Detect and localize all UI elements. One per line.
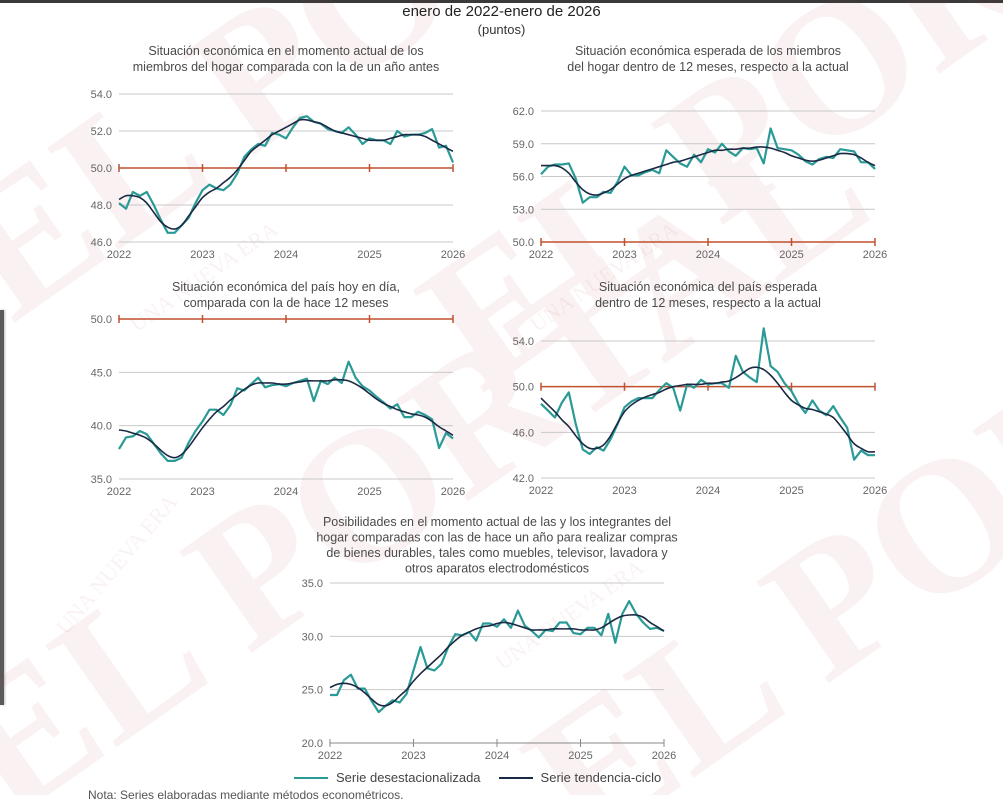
- y-tick-label: 46.0: [513, 427, 534, 439]
- figure-subtitle: (puntos): [477, 22, 526, 37]
- x-tick-label: 2025: [357, 486, 381, 498]
- y-tick-label: 45.0: [91, 367, 112, 379]
- x-tick-label: 2022: [529, 485, 553, 497]
- chart-title: miembros del hogar comparada con la de u…: [133, 60, 439, 74]
- x-tick-label: 2024: [274, 249, 298, 261]
- y-tick-label: 62.0: [513, 106, 534, 118]
- chart-title: Situación económica en el momento actual…: [148, 44, 423, 58]
- series-tendencia-ciclo: [118, 118, 454, 230]
- chart-title: del hogar dentro de 12 meses, respecto a…: [567, 60, 848, 74]
- y-tick-label: 50.0: [513, 382, 534, 394]
- y-tick-label: 25.0: [302, 685, 323, 697]
- series-tendencia-ciclo: [541, 146, 876, 196]
- x-tick-label: 2023: [401, 750, 425, 762]
- y-tick-label: 40.0: [91, 421, 112, 433]
- chart-title: Posibilidades en el momento actual de la…: [323, 515, 671, 529]
- x-tick-label: 2024: [274, 486, 298, 498]
- y-tick-label: 50.0: [91, 163, 112, 175]
- chart-title: Situación económica del país esperada: [599, 280, 817, 294]
- footnote: Nota: Series elaboradas mediante métodos…: [88, 788, 404, 802]
- x-tick-label: 2026: [863, 249, 887, 261]
- chart-title: comparada con la de hace 12 meses: [184, 296, 389, 310]
- y-tick-label: 35.0: [91, 474, 112, 486]
- series-tendencia-ciclo: [540, 366, 876, 453]
- legend-item-desestacionalizada: Serie desestacionalizada: [294, 770, 481, 785]
- series-desestacionalizada: [330, 600, 665, 714]
- series-desestacionalizada: [118, 115, 455, 234]
- chart-title: otros aparatos electrodomésticos: [405, 562, 589, 576]
- legend-label: Serie desestacionalizada: [336, 770, 481, 785]
- x-tick-label: 2022: [107, 249, 131, 261]
- y-tick-label: 54.0: [513, 336, 534, 348]
- x-tick-label: 2026: [441, 486, 465, 498]
- chart-title: Situación económica del país hoy en día,: [172, 280, 400, 294]
- x-tick-label: 2022: [529, 249, 553, 261]
- legend-swatch-teal: [294, 776, 328, 779]
- x-tick-label: 2025: [779, 249, 803, 261]
- y-tick-label: 50.0: [91, 314, 112, 326]
- legend: Serie desestacionalizada Serie tendencia…: [294, 770, 661, 785]
- chart-title: Situación económica esperada de los miem…: [575, 44, 841, 58]
- x-tick-label: 2023: [190, 486, 214, 498]
- y-tick-label: 52.0: [91, 126, 112, 138]
- x-tick-label: 2024: [696, 485, 720, 497]
- x-tick-label: 2025: [568, 750, 592, 762]
- x-tick-label: 2023: [612, 485, 636, 497]
- series-desestacionalizada: [540, 327, 875, 461]
- x-tick-label: 2026: [652, 750, 676, 762]
- chart-5: Posibilidades en el momento actual de la…: [302, 515, 678, 762]
- legend-item-tendencia: Serie tendencia-ciclo: [498, 770, 662, 785]
- figure-title: enero de 2022-enero de 2026: [402, 3, 601, 20]
- y-tick-label: 54.0: [91, 89, 112, 101]
- y-tick-label: 35.0: [302, 578, 323, 590]
- chart-4: Situación económica del país esperada den…: [513, 280, 888, 497]
- chart-title: de bienes durables, tales como muebles, …: [326, 546, 668, 560]
- x-tick-label: 2022: [318, 750, 342, 762]
- y-tick-label: 46.0: [91, 237, 112, 249]
- x-tick-label: 2025: [357, 249, 381, 261]
- y-tick-label: 48.0: [91, 200, 112, 212]
- y-tick-label: 20.0: [302, 738, 323, 750]
- y-tick-label: 50.0: [513, 237, 534, 249]
- series-desestacionalizada: [540, 127, 876, 204]
- x-tick-label: 2024: [696, 249, 720, 261]
- x-tick-label: 2025: [779, 485, 803, 497]
- y-tick-label: 30.0: [302, 631, 323, 643]
- left-panel-edge: [0, 310, 4, 705]
- top-window-edge: [0, 0, 1003, 3]
- x-tick-label: 2026: [441, 249, 465, 261]
- chart-title: hogar comparadas con las de hace un año …: [316, 531, 677, 545]
- chart-3: Situación económica del país hoy en día,…: [91, 280, 466, 498]
- x-tick-label: 2022: [107, 486, 131, 498]
- series-tendencia-ciclo: [329, 613, 665, 707]
- y-tick-label: 59.0: [513, 139, 534, 151]
- legend-swatch-navy: [498, 776, 533, 779]
- series-tendencia-ciclo: [118, 378, 454, 459]
- series-desestacionalizada: [118, 360, 454, 462]
- chart-2: Situación económica esperada de los miem…: [513, 44, 888, 261]
- x-tick-label: 2026: [863, 485, 887, 497]
- y-tick-label: 56.0: [513, 172, 534, 184]
- y-tick-label: 53.0: [513, 204, 534, 216]
- x-tick-label: 2023: [612, 249, 636, 261]
- chart-1: Situación económica en el momento actual…: [91, 44, 466, 261]
- legend-label: Serie tendencia-ciclo: [540, 770, 662, 785]
- y-tick-label: 42.0: [513, 473, 534, 485]
- x-tick-label: 2024: [485, 750, 509, 762]
- x-tick-label: 2023: [190, 249, 214, 261]
- chart-title: dentro de 12 meses, respecto a la actual: [595, 296, 821, 310]
